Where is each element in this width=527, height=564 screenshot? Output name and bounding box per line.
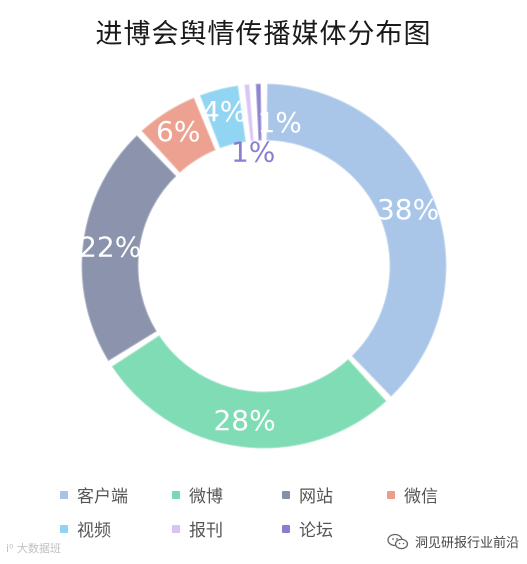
legend-swatch xyxy=(282,490,290,499)
slice-edge xyxy=(108,332,390,451)
slice-edge xyxy=(241,81,257,144)
data-label: 6% xyxy=(156,115,200,148)
legend-swatch xyxy=(282,524,290,533)
slice-微博[interactable] xyxy=(110,333,389,450)
data-label: 1% xyxy=(231,136,275,169)
legend-swatch xyxy=(172,524,180,533)
legend-swatch xyxy=(60,524,68,533)
legend-item-weixin[interactable]: 微信 xyxy=(387,482,438,507)
watermark-right-text: 洞见研报行业前沿 xyxy=(414,536,519,551)
watermark-right: 洞见研报行业前沿 xyxy=(387,532,519,551)
legend-swatch xyxy=(172,490,180,499)
legend-item-wangzhan[interactable]: 网站 xyxy=(282,482,333,507)
data-label: 4% xyxy=(202,95,246,128)
data-label: 1% xyxy=(257,106,301,139)
legend-label: 论坛 xyxy=(299,521,333,541)
slice-论坛[interactable] xyxy=(254,82,263,142)
slice-微信[interactable] xyxy=(139,96,218,175)
data-label: 38% xyxy=(377,193,439,226)
wechat-icon xyxy=(387,533,409,549)
slice-edge xyxy=(253,81,264,143)
watermark-left: i⁰ 大数据班 xyxy=(6,542,61,555)
legend-item-luntan[interactable]: 论坛 xyxy=(282,516,333,541)
slice-报刊[interactable] xyxy=(243,83,255,143)
data-label: 22% xyxy=(79,231,141,264)
slice-edge xyxy=(264,81,449,400)
slice-视频[interactable] xyxy=(198,84,248,150)
chart-title: 进博会舆情传播媒体分布图 xyxy=(95,19,432,50)
slice-edge xyxy=(79,132,180,364)
legend-item-baokan[interactable]: 报刊 xyxy=(172,516,223,541)
legend-label: 网站 xyxy=(299,487,333,507)
legend-swatch xyxy=(387,490,395,499)
legend-label: 客户端 xyxy=(77,487,128,507)
data-label: 28% xyxy=(213,404,275,437)
donut-chart: 38% 28% 22% 6%4% 1%1% xyxy=(79,81,449,451)
slice-edge xyxy=(197,83,249,152)
legend-label: 微博 xyxy=(189,487,223,507)
legend-swatch xyxy=(60,490,68,499)
legend-item-shipin[interactable]: 视频 xyxy=(60,516,111,541)
legend-label: 微信 xyxy=(404,487,438,507)
legend-item-kehuduan[interactable]: 客户端 xyxy=(60,482,128,507)
legend-label: 视频 xyxy=(77,521,111,541)
slice-客户端[interactable] xyxy=(265,82,448,399)
legend-item-weibo[interactable]: 微博 xyxy=(172,482,223,507)
legend: 客户端 微博 网站 微信 视频 报刊 论坛 xyxy=(0,478,527,548)
slice-网站[interactable] xyxy=(80,133,178,363)
slice-edge xyxy=(138,94,219,176)
legend-label: 报刊 xyxy=(189,521,223,541)
